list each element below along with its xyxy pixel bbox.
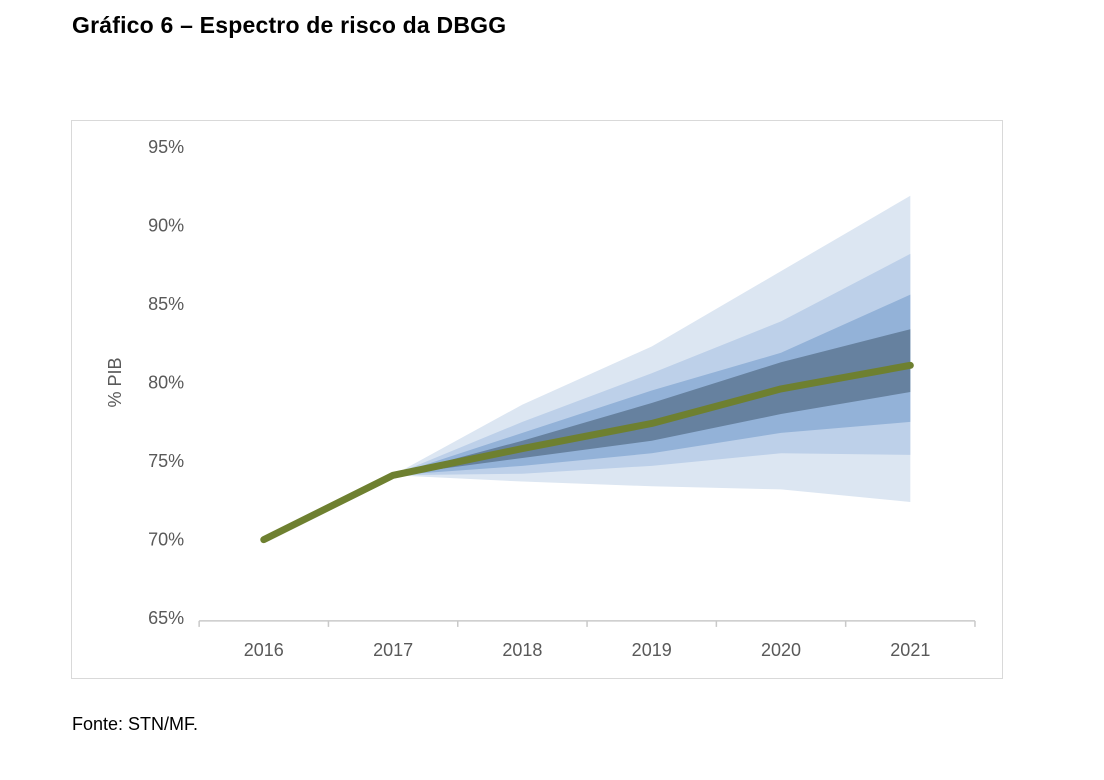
y-tick-label: 75%	[148, 451, 184, 471]
x-tick-label: 2020	[761, 640, 801, 660]
source-note: Fonte: STN/MF.	[72, 714, 199, 734]
x-tick-label: 2017	[373, 640, 413, 660]
x-tick-label: 2021	[890, 640, 930, 660]
y-tick-label: 70%	[148, 530, 184, 550]
y-tick-label: 90%	[148, 216, 184, 236]
fan-chart: 95% 90% 85% 80% 75% 70% 65% 2016 2017 2018 2019 202…	[105, 137, 976, 660]
central-projection-line	[260, 361, 914, 544]
y-axis-title: % PIB	[105, 357, 125, 407]
fan-band-banda-3	[393, 294, 911, 476]
page-title: Gráfico 6 – Espectro de risco da DBGG	[72, 12, 507, 38]
y-tick-label: 80%	[148, 373, 184, 393]
x-tick-label: 2019	[632, 640, 672, 660]
y-tick-label: 65%	[148, 608, 184, 628]
chart-frame: 95% 90% 85% 80% 75% 70% 65% 2016 2017 2018 2019 202…	[71, 120, 1003, 679]
fan-band-banda-interna	[393, 329, 911, 476]
x-tick-label: 2018	[502, 640, 542, 660]
y-tick-label: 85%	[148, 294, 184, 314]
x-tick-label: 2016	[244, 640, 284, 660]
y-tick-label: 95%	[148, 137, 184, 157]
